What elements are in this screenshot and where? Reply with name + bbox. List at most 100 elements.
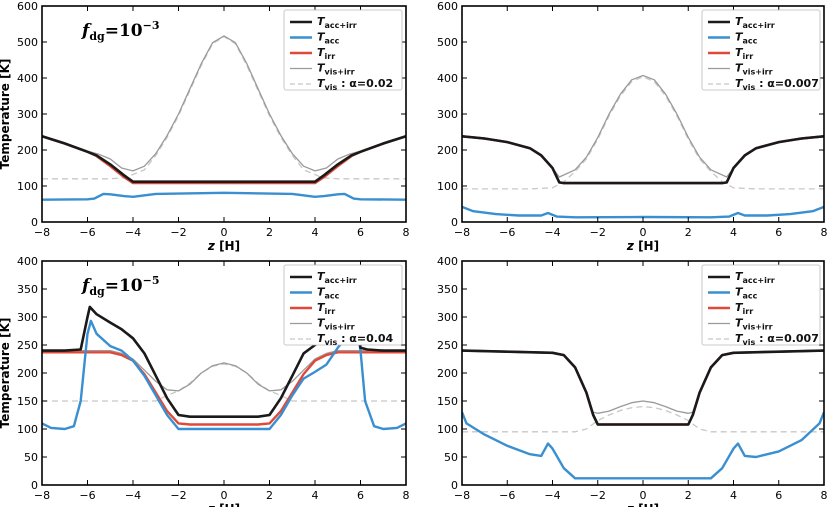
legend-label-acc_irr: Tacc+irr (735, 15, 775, 30)
legend-label-acc_irr: Tacc+irr (317, 15, 357, 30)
x-tick-label: 6 (775, 226, 782, 239)
y-tick-label: 100 (17, 180, 38, 193)
x-tick-label: −6 (79, 226, 95, 239)
legend-label-acc: Tacc (735, 31, 758, 46)
x-tick-label: −8 (34, 489, 50, 502)
x-tick-label: 0 (221, 226, 228, 239)
y-tick-label: 500 (437, 36, 458, 49)
x-tick-label: 6 (775, 489, 782, 502)
x-tick-label: −4 (125, 489, 141, 502)
legend-label-acc: Tacc (735, 286, 758, 301)
chart-panel-bottom-right: −8 −6 −4 −2 0 2 4 6 8 0 50 100 150 200 250 300 350 400 z [… (437, 255, 828, 507)
x-axis-label: z [H] (207, 239, 240, 253)
y-tick-label: 200 (17, 367, 38, 380)
x-tick-label: 8 (821, 226, 828, 239)
legend-label-vis_irr: Tvis+irr (317, 62, 355, 77)
legend-label-vis: Tvis : α=0.007 (735, 77, 819, 92)
x-tick-label: −6 (499, 489, 515, 502)
series-line-acc (462, 411, 824, 480)
x-tick-label: 8 (403, 226, 410, 239)
y-tick-label: 0 (31, 216, 38, 229)
x-tick-label: −2 (590, 226, 606, 239)
series-line-acc (42, 191, 406, 201)
x-tick-label: 6 (357, 489, 364, 502)
series-line-vis_irr (42, 35, 406, 172)
y-tick-label: 600 (17, 0, 38, 13)
series-line-vis (462, 76, 824, 190)
series-line-irr (462, 349, 824, 426)
y-tick-label: 150 (17, 395, 38, 408)
x-tick-label: −2 (170, 489, 186, 502)
legend-label-acc: Tacc (317, 31, 340, 46)
series-line-vis_irr (462, 349, 824, 414)
x-tick-label: 0 (640, 489, 647, 502)
x-tick-label: −6 (499, 226, 515, 239)
legend-label-irr: Tirr (735, 46, 753, 61)
x-tick-label: 4 (312, 226, 319, 239)
x-tick-label: 6 (357, 226, 364, 239)
legend-box (283, 9, 403, 91)
x-tick-label: −4 (125, 226, 141, 239)
y-tick-label: 300 (17, 311, 38, 324)
legend-label-vis: Tvis : α=0.007 (735, 332, 819, 347)
legend-label-vis: Tvis : α=0.04 (317, 332, 394, 347)
x-tick-label: 4 (312, 489, 319, 502)
y-tick-label: 350 (437, 283, 458, 296)
y-tick-label: 400 (437, 72, 458, 85)
x-tick-label: 0 (640, 226, 647, 239)
series-group (42, 35, 406, 201)
x-tick-label: 4 (730, 226, 737, 239)
legend-label-irr: Tirr (317, 46, 335, 61)
y-tick-label: 600 (437, 0, 458, 13)
legend-label-irr: Tirr (317, 301, 335, 316)
y-axis-label: Temperature [K] (0, 59, 12, 170)
y-tick-label: 100 (17, 423, 38, 436)
y-axis-label: Temperature [K] (0, 318, 12, 429)
y-tick-label: 350 (17, 283, 38, 296)
legend-label-acc: Tacc (317, 286, 340, 301)
series-group (462, 349, 824, 480)
legend-label-vis: Tvis : α=0.02 (317, 77, 393, 92)
y-tick-label: 50 (24, 451, 38, 464)
y-tick-label: 200 (17, 144, 38, 157)
x-axis-label: z [H] (207, 502, 240, 507)
chart-panel-top-left: −8 −6 −4 −2 0 2 4 6 8 0 100 200 300 400 500 600 z [H] Tem… (0, 0, 410, 253)
series-group (462, 74, 824, 219)
x-tick-label: −8 (34, 226, 50, 239)
y-tick-label: 300 (17, 108, 38, 121)
legend-label-acc_irr: Tacc+irr (317, 270, 357, 285)
y-tick-label: 0 (451, 216, 458, 229)
series-line-acc (462, 205, 824, 219)
x-tick-label: −2 (590, 489, 606, 502)
x-tick-label: 2 (685, 226, 692, 239)
y-tick-label: 500 (17, 36, 38, 49)
legend-label-acc_irr: Tacc+irr (735, 270, 775, 285)
y-tick-label: 100 (437, 423, 458, 436)
series-line-vis_irr (462, 74, 824, 178)
x-tick-label: −4 (544, 226, 560, 239)
y-tick-label: 300 (437, 311, 458, 324)
x-tick-label: −8 (454, 226, 470, 239)
x-tick-label: 2 (685, 489, 692, 502)
legend-label-irr: Tirr (735, 301, 753, 316)
y-tick-label: 400 (437, 255, 458, 268)
y-tick-label: 200 (437, 367, 458, 380)
series-line-acc_irr (462, 349, 824, 426)
x-tick-label: 8 (821, 489, 828, 502)
series-line-vis_irr (42, 349, 406, 392)
chart-panel-bottom-left: −8 −6 −4 −2 0 2 4 6 8 0 50 100 150 200 250 300 350 400 z [… (0, 255, 410, 507)
legend-box (701, 264, 821, 346)
y-tick-label: 0 (451, 479, 458, 492)
series-line-acc_irr (42, 135, 406, 183)
x-axis-label: z [H] (626, 239, 659, 253)
x-tick-label: 2 (266, 489, 273, 502)
y-tick-label: 400 (17, 72, 38, 85)
dust-fraction-annotation: fdg=10−3 (81, 19, 160, 43)
series-line-vis (462, 405, 824, 433)
legend-box (283, 264, 403, 346)
series-line-acc_irr (462, 135, 824, 185)
